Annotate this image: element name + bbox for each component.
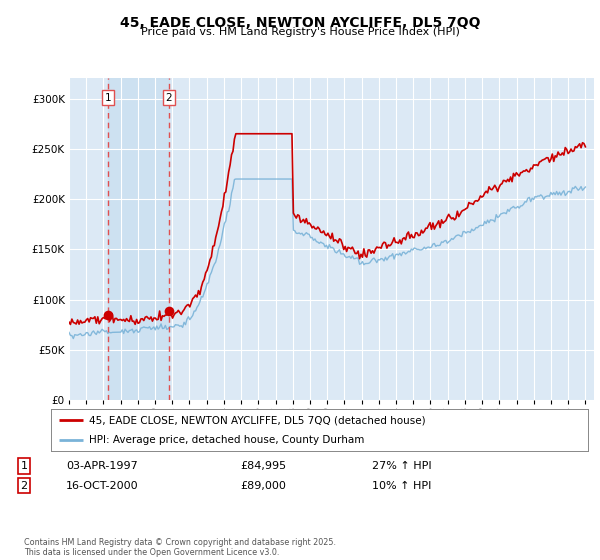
Text: 1: 1 [104,93,111,103]
Text: 2: 2 [20,480,28,491]
Text: 2: 2 [166,93,172,103]
Text: 03-APR-1997: 03-APR-1997 [66,461,138,471]
Text: 45, EADE CLOSE, NEWTON AYCLIFFE, DL5 7QQ (detached house): 45, EADE CLOSE, NEWTON AYCLIFFE, DL5 7QQ… [89,415,425,425]
Text: 45, EADE CLOSE, NEWTON AYCLIFFE, DL5 7QQ: 45, EADE CLOSE, NEWTON AYCLIFFE, DL5 7QQ [120,16,480,30]
Text: £89,000: £89,000 [240,480,286,491]
Text: Contains HM Land Registry data © Crown copyright and database right 2025.
This d: Contains HM Land Registry data © Crown c… [24,538,336,557]
Text: 27% ↑ HPI: 27% ↑ HPI [372,461,431,471]
Text: £84,995: £84,995 [240,461,286,471]
Text: 10% ↑ HPI: 10% ↑ HPI [372,480,431,491]
Text: 16-OCT-2000: 16-OCT-2000 [66,480,139,491]
Bar [108,78,169,400]
Text: HPI: Average price, detached house, County Durham: HPI: Average price, detached house, Coun… [89,435,364,445]
Text: 1: 1 [20,461,28,471]
Text: Price paid vs. HM Land Registry's House Price Index (HPI): Price paid vs. HM Land Registry's House … [140,27,460,37]
